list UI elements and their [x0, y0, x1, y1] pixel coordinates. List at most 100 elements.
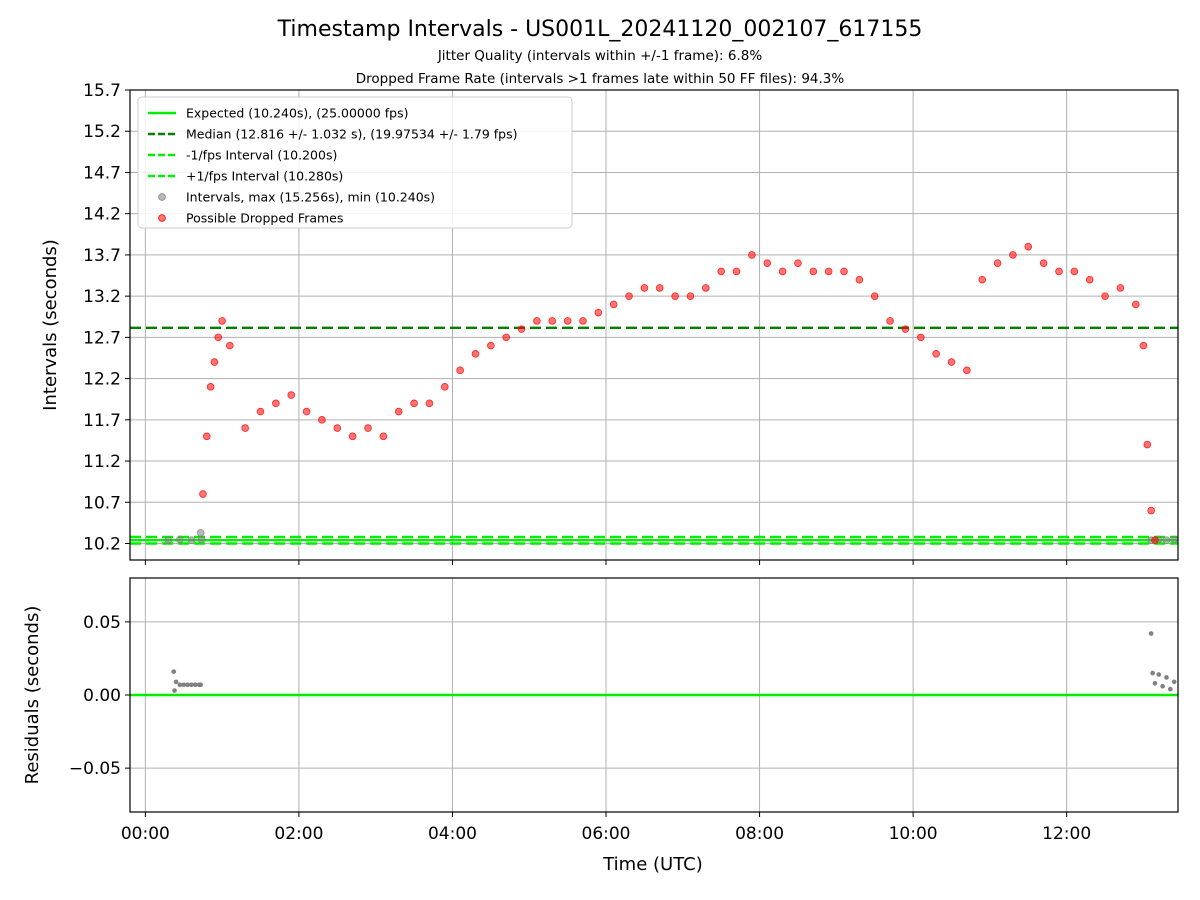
legend-marker-swatch	[158, 193, 166, 201]
top-data-point	[1143, 440, 1152, 449]
bottom-data-point	[172, 688, 177, 694]
top-data-point	[410, 399, 418, 408]
top-data-point	[176, 535, 184, 544]
top-data-point	[748, 251, 756, 259]
top-data-point	[594, 308, 603, 317]
top-y-tick-label: 11.2	[83, 452, 121, 472]
top-data-point	[533, 317, 541, 325]
bottom-data-point	[177, 682, 183, 688]
top-data-point	[963, 366, 971, 375]
top-data-point	[732, 267, 741, 276]
legend-entry-label: Expected (10.240s), (25.00000 fps)	[186, 106, 408, 121]
top-data-point	[579, 317, 587, 325]
top-data-point	[763, 259, 772, 267]
x-tick-label: 04:00	[428, 824, 477, 844]
top-data-point	[671, 292, 679, 300]
top-data-point	[1147, 506, 1155, 515]
top-data-point	[1039, 259, 1048, 267]
legend-marker-swatch	[158, 214, 166, 222]
top-data-point	[471, 350, 480, 358]
bottom-series	[171, 631, 1177, 694]
top-data-point	[348, 432, 357, 441]
bottom-data-point	[192, 682, 198, 688]
bottom-data-point	[1148, 631, 1154, 636]
top-data-point	[241, 424, 249, 432]
top-data-point	[487, 341, 495, 350]
bottom-data-point	[1152, 680, 1158, 686]
top-data-point	[609, 300, 618, 309]
top-y-tick-label: 10.7	[83, 493, 121, 513]
legend-entry-label: -1/fps Interval (10.200s)	[186, 148, 337, 163]
legend-box	[137, 96, 573, 229]
top-data-point	[197, 535, 206, 544]
top-y-tick-label: 13.7	[83, 246, 121, 266]
top-data-point	[1024, 242, 1033, 251]
bottom-data-point	[1171, 679, 1177, 685]
top-data-point	[717, 267, 725, 276]
top-data-point	[164, 536, 173, 545]
bottom-y-tick-label: −0.05	[69, 759, 121, 779]
top-data-point	[1009, 251, 1017, 259]
top-data-point	[855, 275, 864, 284]
top-data-point	[214, 333, 223, 342]
top-data-point	[1085, 275, 1094, 284]
top-data-point	[502, 333, 511, 342]
top-data-point	[640, 284, 649, 292]
top-data-point	[625, 292, 633, 300]
top-data-point	[302, 407, 311, 416]
legend: Expected (10.240s), (25.00000 fps) Median…	[137, 96, 573, 229]
top-y-tick-label: 15.2	[83, 122, 121, 142]
top-data-point	[978, 275, 987, 284]
top-data-point	[932, 350, 940, 358]
top-y-tick-label: 12.7	[83, 328, 121, 348]
bottom-data-point	[189, 682, 194, 688]
top-data-point	[318, 416, 326, 424]
chart-subtitle-dropped: Dropped Frame Rate (intervals >1 frames …	[356, 71, 845, 87]
top-data-point	[256, 407, 265, 416]
bottom-data-point	[1160, 683, 1166, 689]
top-data-point	[655, 284, 664, 292]
top-y-tick-label: 11.7	[83, 411, 121, 431]
top-data-point	[226, 341, 234, 350]
top-data-point	[686, 292, 695, 300]
top-series	[199, 242, 1159, 545]
bottom-data-point	[185, 682, 190, 688]
top-data-point	[394, 407, 403, 416]
top-data-point	[379, 432, 388, 441]
top-data-point	[287, 391, 296, 399]
top-y-tick-label: 14.7	[83, 163, 121, 183]
bottom-y-tick-label: 0.05	[83, 613, 121, 633]
bottom-data-point	[1156, 672, 1162, 677]
top-data-point	[794, 259, 802, 267]
top-data-point	[548, 317, 557, 325]
chart-subtitle-jitter: Jitter Quality (intervals within +/-1 fr…	[437, 48, 763, 64]
top-data-point	[218, 317, 226, 325]
top-data-point	[196, 528, 205, 537]
legend-entry-label: Median (12.816 +/- 1.032 s), (19.97534 +…	[186, 127, 517, 142]
top-data-point	[1055, 267, 1063, 276]
top-plot: 10.2 10.7 11.2 11.7 12.2 12.7 13.2 13.7 14.2 14.7…	[83, 81, 1179, 565]
top-data-point	[1162, 536, 1171, 545]
top-data-point	[333, 424, 342, 432]
bottom-data-point	[181, 682, 187, 688]
bottom-data-point	[1150, 670, 1156, 676]
legend-entry-label: +1/fps Interval (10.280s)	[186, 169, 343, 184]
bottom-plot-frame	[129, 577, 1179, 813]
top-data-point	[702, 284, 710, 292]
top-data-point	[456, 366, 464, 375]
top-y-tick-label: 10.2	[83, 535, 121, 555]
top-data-point	[916, 333, 925, 342]
top-data-point	[947, 358, 956, 366]
top-y-tick-label: 12.2	[83, 370, 121, 390]
top-data-point	[1151, 536, 1159, 545]
top-data-point	[886, 317, 894, 325]
x-tick-label: 12:00	[1042, 824, 1091, 844]
bottom-plot: 00:00 02:00 04:00 06:00 08:00 10:00 12:00 0.05 0…	[69, 577, 1179, 844]
top-data-point	[809, 267, 818, 276]
top-data-point	[1070, 267, 1079, 276]
top-plot-frame	[129, 89, 1179, 561]
top-data-point	[440, 383, 449, 391]
top-series	[164, 528, 1178, 545]
